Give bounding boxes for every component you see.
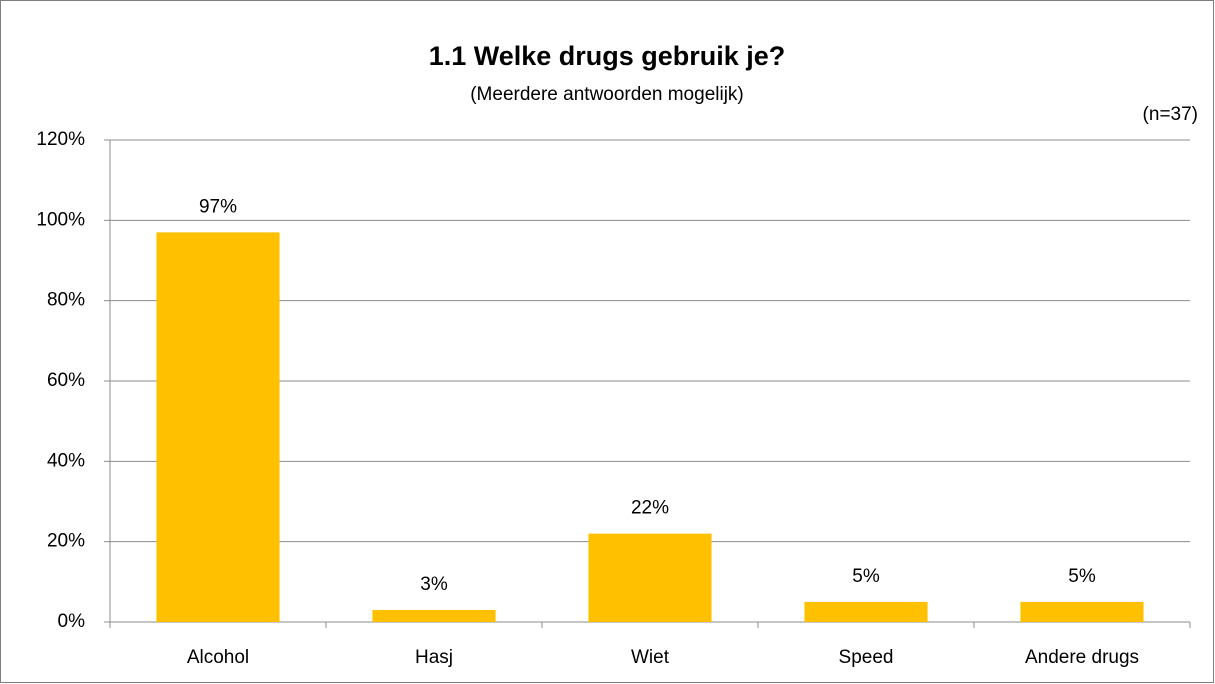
annotation: (n=37) — [1143, 104, 1198, 125]
x-tick-label: Wiet — [631, 647, 670, 668]
data-label: 3% — [420, 574, 448, 595]
data-label: 22% — [631, 498, 669, 519]
chart-subtitle: (Meerdere antwoorden mogelijk) — [470, 84, 744, 105]
x-tick-label: Andere drugs — [1025, 647, 1139, 668]
x-tick-label: Speed — [839, 647, 894, 668]
y-tick-label: 100% — [36, 209, 85, 230]
y-tick-label: 80% — [47, 290, 85, 311]
data-label: 97% — [199, 196, 237, 217]
y-tick-label: 0% — [58, 611, 86, 632]
bar — [1020, 601, 1144, 622]
y-tick-label: 40% — [47, 450, 85, 471]
y-tick-label: 20% — [47, 531, 85, 552]
data-label: 5% — [852, 566, 880, 587]
y-tick-label: 60% — [47, 370, 85, 391]
y-tick-label: 120% — [36, 129, 85, 150]
data-label: 5% — [1068, 566, 1096, 587]
bar — [588, 533, 712, 622]
chart-title: 1.1 Welke drugs gebruik je? — [429, 41, 786, 71]
bar — [804, 601, 928, 622]
bar — [372, 609, 496, 622]
x-tick-label: Hasj — [415, 647, 453, 668]
x-tick-label: Alcohol — [187, 647, 249, 668]
bar — [156, 232, 280, 622]
